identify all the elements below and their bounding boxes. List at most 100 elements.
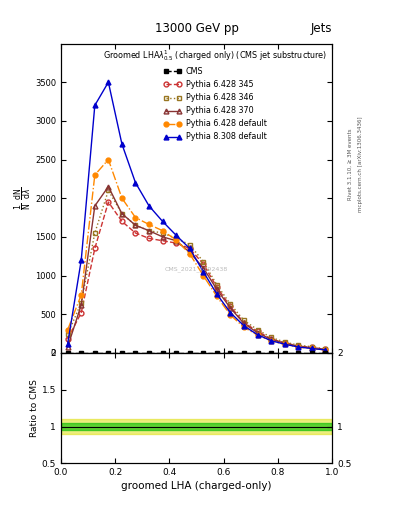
Line: Pythia 6.428 370: Pythia 6.428 370 [65,184,328,352]
Pythia 6.428 345 [147,236,151,242]
Pythia 8.308 default [309,346,314,352]
Pythia 6.428 346 [255,327,260,333]
Pythia 6.428 346 [65,331,70,337]
Text: mcplots.cern.ch [arXiv:1306.3436]: mcplots.cern.ch [arXiv:1306.3436] [358,116,363,211]
Pythia 6.428 346 [160,230,165,236]
Pythia 6.428 default [309,345,314,351]
Pythia 6.428 370 [228,305,233,311]
Pythia 6.428 default [106,157,111,163]
Pythia 6.428 346 [174,236,178,242]
Bar [61,423,332,430]
Pythia 6.428 345 [282,340,287,346]
Pythia 6.428 default [228,312,233,318]
Pythia 6.428 370 [133,222,138,228]
CMS [92,350,97,356]
CMS [228,350,233,356]
Pythia 6.428 346 [215,282,219,288]
Pythia 8.308 default [255,332,260,338]
Pythia 6.428 345 [269,336,274,342]
Pythia 6.428 default [147,221,151,227]
Pythia 6.428 345 [133,230,138,236]
CMS [282,350,287,356]
Pythia 6.428 default [65,327,70,333]
Pythia 6.428 default [255,332,260,338]
Pythia 6.428 370 [79,302,84,308]
Pythia 6.428 345 [255,328,260,334]
Pythia 6.428 345 [106,199,111,205]
CMS [187,350,192,356]
Pythia 6.428 345 [65,336,70,342]
Pythia 6.428 346 [323,346,328,352]
Pythia 8.308 default [133,180,138,186]
Pythia 6.428 370 [160,234,165,240]
CMS [323,350,328,356]
Pythia 6.428 370 [215,286,219,292]
Pythia 8.308 default [92,102,97,109]
CMS [106,350,111,356]
Pythia 6.428 345 [119,218,124,224]
CMS [215,350,219,356]
Pythia 6.428 346 [92,230,97,236]
Pythia 8.308 default [215,291,219,297]
Line: Pythia 6.428 345: Pythia 6.428 345 [65,200,328,352]
Pythia 6.428 370 [282,340,287,346]
CMS [201,350,206,356]
Pythia 6.428 370 [201,265,206,271]
Y-axis label: $\frac{1}{\mathrm{N}}\ \frac{\mathrm{d}\mathrm{N}}{\mathrm{d}\lambda}$: $\frac{1}{\mathrm{N}}\ \frac{\mathrm{d}\… [12,186,33,210]
Pythia 8.308 default [187,245,192,251]
Pythia 6.428 default [201,272,206,279]
Pythia 6.428 345 [309,345,314,351]
Pythia 6.428 370 [309,345,314,351]
Pythia 6.428 370 [187,249,192,255]
Pythia 6.428 346 [269,334,274,340]
Pythia 8.308 default [79,257,84,263]
Line: Pythia 6.428 346: Pythia 6.428 346 [65,188,328,351]
Line: Pythia 6.428 default: Pythia 6.428 default [65,157,328,352]
CMS [242,350,246,356]
Pythia 6.428 370 [106,183,111,189]
Pythia 6.428 default [174,237,178,243]
Pythia 6.428 default [296,344,301,350]
Pythia 6.428 370 [269,336,274,343]
Pythia 8.308 default [201,269,206,275]
Text: 13000 GeV pp: 13000 GeV pp [154,22,239,35]
Pythia 6.428 370 [174,238,178,244]
Pythia 6.428 346 [201,259,206,265]
CMS [119,350,124,356]
Pythia 6.428 default [133,215,138,221]
Pythia 6.428 346 [119,210,124,217]
Pythia 6.428 346 [309,344,314,350]
Pythia 6.428 346 [133,222,138,228]
CMS [65,350,70,356]
Pythia 6.428 370 [119,210,124,217]
Pythia 6.428 346 [242,317,246,324]
Pythia 6.428 370 [65,344,70,350]
Pythia 6.428 345 [323,346,328,352]
Pythia 6.428 346 [106,187,111,194]
Text: Rivet 3.1.10, ≥ 3M events: Rivet 3.1.10, ≥ 3M events [348,128,353,200]
CMS [133,350,138,356]
Pythia 6.428 370 [255,330,260,336]
Pythia 6.428 default [92,172,97,178]
CMS [309,350,314,356]
Pythia 6.428 default [79,292,84,298]
Pythia 6.428 default [160,228,165,234]
Pythia 6.428 345 [296,343,301,349]
Pythia 8.308 default [296,344,301,350]
Pythia 6.428 346 [282,339,287,345]
Pythia 6.428 370 [242,321,246,327]
Pythia 8.308 default [174,232,178,239]
Pythia 8.308 default [65,340,70,347]
Pythia 6.428 346 [296,342,301,348]
Line: Pythia 8.308 default: Pythia 8.308 default [65,80,328,352]
Pythia 6.428 default [119,195,124,201]
Pythia 6.428 345 [79,310,84,316]
CMS [147,350,151,356]
Pythia 8.308 default [106,79,111,86]
Line: CMS: CMS [65,350,328,355]
Pythia 8.308 default [269,337,274,344]
CMS [255,350,260,356]
Pythia 6.428 default [242,324,246,330]
Pythia 6.428 345 [215,284,219,290]
Pythia 8.308 default [160,218,165,224]
